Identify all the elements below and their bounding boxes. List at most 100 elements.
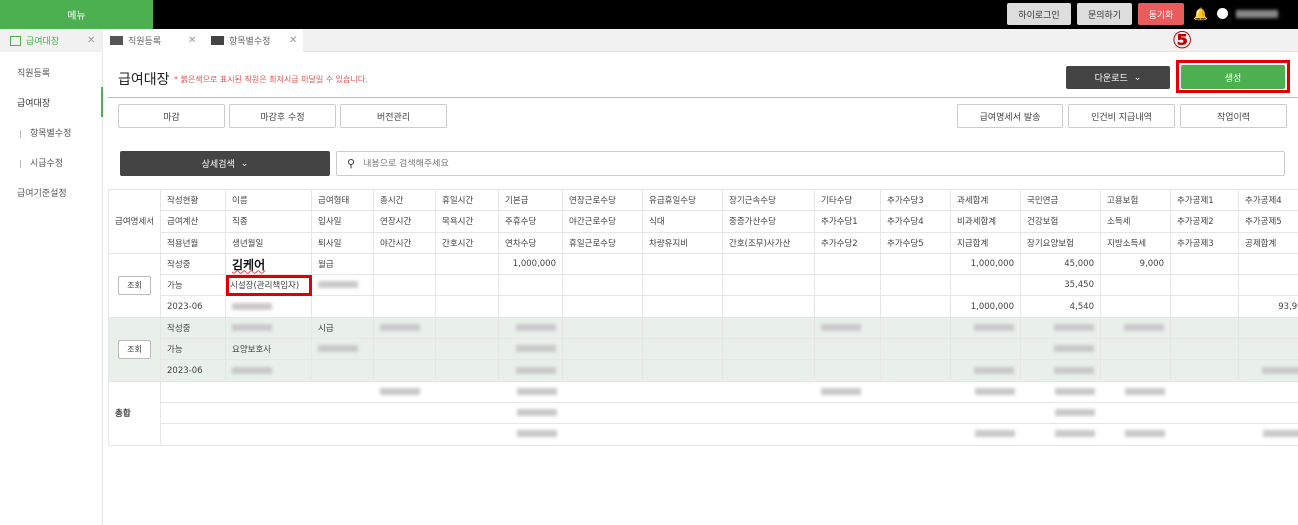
table-cell: [722, 338, 815, 361]
table-cell: [562, 359, 643, 382]
tab-label: 직원등록: [128, 37, 162, 47]
blurred-cell: [498, 380, 563, 403]
table-cell: [435, 423, 499, 446]
table-icon: [10, 35, 21, 46]
search-input[interactable]: [363, 158, 1164, 169]
detail-search-label: 상세검색: [201, 160, 235, 170]
user-name-blurred: [1236, 10, 1278, 18]
send-payslip-button[interactable]: 급여명세서 발송: [957, 104, 1063, 128]
blurred-cell: [498, 423, 563, 446]
table-cell: [1100, 338, 1171, 361]
header-row: 급여명세서 작성현황 이름 급여형태 총시간 휴일시간 기본급 연장근로수당 유급휴일수당 장기근…: [108, 188, 1298, 254]
column-header: 간호시간: [435, 231, 499, 254]
blurred-value: [516, 323, 556, 331]
column-header: 연장근로수당: [562, 188, 643, 212]
table-cell: [435, 380, 499, 403]
table-cell: [225, 401, 312, 425]
payroll-table: 급여명세서 작성현황 이름 급여형태 총시간 휴일시간 기본급 연장근로수당 유급휴일수당 장기근…: [108, 188, 1298, 446]
table-cell: [950, 338, 1021, 361]
column-header: 휴일시간: [435, 188, 499, 212]
hi-login-button[interactable]: 하이로그인: [1007, 3, 1071, 25]
table-cell: [435, 316, 499, 340]
column-header: 기타수당: [814, 188, 881, 212]
page-title: 급여대장: [118, 72, 170, 88]
table-row: 조회 작성중 김케어 월급 1,000,000 1,000,000 45,000 9,000: [108, 252, 1298, 318]
table-row: 가능 요양보호사: [109, 338, 1298, 361]
blurred-value: [232, 366, 272, 374]
column-header: 연차수당: [498, 231, 563, 254]
bell-icon[interactable]: 🔔: [1193, 7, 1208, 21]
highlight-box: [1176, 60, 1290, 93]
table-cell: 시급: [311, 316, 374, 340]
column-header: 간호(조무)사가산: [722, 231, 815, 254]
blurred-cell: [814, 316, 881, 340]
table-cell: 93,990: [1238, 295, 1298, 318]
table-cell: [950, 401, 1021, 425]
table-cell: [562, 295, 643, 318]
blurred-value: [1124, 387, 1165, 395]
table-cell: [880, 423, 951, 446]
close-button[interactable]: 마감: [118, 104, 225, 128]
labor-cost-button[interactable]: 인건비 지급내역: [1068, 104, 1175, 128]
table-cell: [562, 380, 643, 403]
table-cell: [225, 380, 312, 403]
inquiry-button[interactable]: 문의하기: [1077, 3, 1132, 25]
table-cell: 35,450: [1020, 274, 1101, 297]
close-icon[interactable]: ✕: [289, 35, 298, 46]
column-header: 추가수당4: [880, 210, 951, 233]
history-button[interactable]: 작업이력: [1180, 104, 1287, 128]
close-icon[interactable]: ✕: [87, 35, 96, 46]
table-cell: [1170, 359, 1239, 382]
view-button[interactable]: 조회: [118, 275, 151, 295]
table-cell: [642, 274, 723, 297]
table-cell: [311, 401, 374, 425]
table-cell: [1170, 295, 1239, 318]
table-cell: [722, 401, 815, 425]
blurred-cell: [1100, 380, 1171, 403]
create-button[interactable]: 생성: [1181, 65, 1285, 89]
blurred-value: [1054, 387, 1095, 395]
view-button[interactable]: 조회: [118, 339, 151, 359]
tab-payroll[interactable]: 급여대장 ✕: [0, 29, 103, 52]
edit-after-close-button[interactable]: 마감후 수정: [229, 104, 336, 128]
table-cell: [642, 338, 723, 361]
sidebar-item-payroll-settings[interactable]: 급여기준설정: [17, 188, 67, 199]
blurred-cell: [1238, 423, 1298, 446]
detail-search-button[interactable]: 상세검색 ⌄: [120, 151, 330, 176]
table-cell: [722, 423, 815, 446]
table-cell: [1238, 380, 1298, 403]
column-header: 유급휴일수당: [642, 188, 723, 212]
blurred-value: [974, 430, 1015, 438]
sidebar-item-payroll[interactable]: 급여대장: [0, 87, 103, 117]
close-icon[interactable]: ✕: [188, 35, 197, 46]
table-cell: [880, 359, 951, 382]
payslip-header: 급여명세서: [108, 189, 161, 254]
column-header: 추가수당3: [880, 188, 951, 212]
search-field[interactable]: ⚲: [336, 151, 1285, 176]
table-cell: [373, 423, 436, 446]
tab-item-edit[interactable]: 항목별수정 ✕: [203, 29, 303, 52]
table-cell: [373, 401, 436, 425]
table-cell: [435, 295, 499, 318]
sidebar-item-item-edit[interactable]: 항목별수정: [0, 117, 103, 147]
table-cell: [373, 359, 436, 382]
table-cell: 시설장(관리책임자): [225, 274, 312, 297]
column-header: 식대: [642, 210, 723, 233]
user-icon[interactable]: [1217, 8, 1228, 19]
sidebar-item-employee[interactable]: 직원등록: [17, 68, 51, 79]
sidebar-item-hourly-edit[interactable]: 시급수정: [0, 147, 103, 177]
header-row: 적용년월 생년월일 퇴사일 야간시간 간호시간 연차수당 휴일근로수당 차량유지비 간호(조무)…: [109, 231, 1298, 254]
download-button[interactable]: 다운로드 ⌄: [1066, 66, 1170, 89]
table-cell: [814, 295, 881, 318]
table-cell: [562, 338, 643, 361]
table-row: 가능 시설장(관리책임자) 35,450: [109, 274, 1298, 297]
min-wage-note: * 붉은색으로 표시된 직원은 최저시급 미달일 수 있습니다.: [174, 75, 368, 84]
menu-button[interactable]: 메뉴: [0, 0, 153, 29]
total-row: [109, 401, 1298, 425]
column-header: 국민연금: [1020, 188, 1101, 212]
version-button[interactable]: 버전관리: [340, 104, 447, 128]
sync-button[interactable]: 동기화: [1138, 3, 1184, 25]
tab-employee[interactable]: 직원등록 ✕: [103, 29, 203, 52]
blurred-value: [232, 323, 272, 331]
header-row: 급여계산 직종 입사일 연장시간 목욕시간 주휴수당 야간근로수당 식대 중증가산수당 추가수당1…: [109, 210, 1298, 233]
